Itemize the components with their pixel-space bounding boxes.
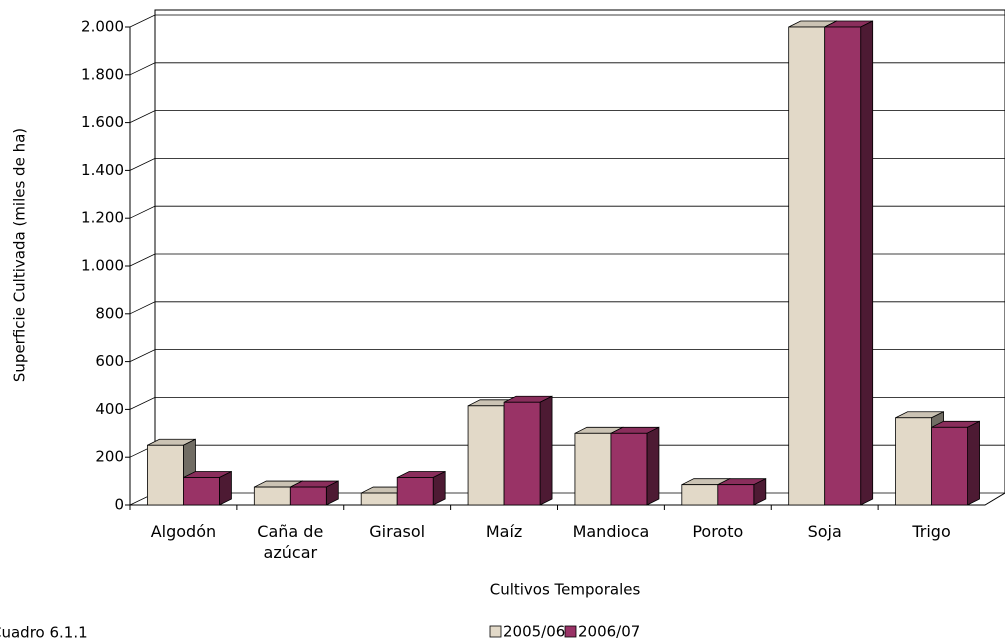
legend-label: 2005/06: [503, 623, 565, 640]
y-axis-title: Superficie Cultivada (miles de ha): [11, 128, 29, 382]
x-tick-label: Girasol: [369, 522, 426, 541]
bar-face: [646, 426, 660, 506]
bar-face: [860, 20, 874, 506]
x-tick-label: Trigo: [912, 522, 951, 541]
bar-face: [289, 486, 327, 506]
bar: [147, 438, 196, 506]
bar-face: [681, 484, 719, 506]
y-tick-label: 2.000: [81, 18, 124, 36]
grid-line: [129, 14, 1005, 28]
y-tick-label: 1.000: [81, 257, 124, 275]
bar-face: [396, 477, 434, 506]
x-axis-title: Cultivos Temporales: [490, 581, 641, 599]
x-tick-label: Poroto: [692, 522, 744, 541]
note: Cuadro 6.1.1: [0, 624, 88, 640]
grid-line: [129, 253, 1005, 267]
bar-face: [574, 432, 612, 506]
bar: [503, 395, 553, 506]
bar-face: [539, 395, 553, 506]
y-tick-label: 200: [95, 448, 124, 466]
bar-face: [895, 417, 932, 506]
x-tick-label: Maíz: [485, 522, 523, 541]
x-tick-label: Caña de azúcar: [257, 522, 324, 562]
bar: [610, 426, 660, 506]
grid-line: [129, 349, 1005, 362]
bar-face: [183, 477, 220, 506]
bar-face: [360, 492, 398, 506]
x-tick-label: Algodón: [150, 522, 217, 541]
bar-face: [219, 470, 232, 506]
y-tick-label: 400: [95, 400, 124, 418]
bar-face: [467, 405, 505, 506]
x-tick-label: Soja: [807, 522, 842, 541]
bar-face: [610, 432, 648, 506]
legend-swatch: [564, 625, 577, 638]
bar-face: [147, 444, 184, 506]
legend-swatch: [489, 625, 502, 638]
back-wall: [154, 9, 1005, 493]
bar-face: [503, 401, 541, 506]
bar-face: [788, 26, 826, 506]
grid-line: [129, 158, 1005, 171]
y-tick-label: 1.600: [81, 113, 124, 131]
grid-line: [129, 205, 1005, 219]
y-tick-label: 0: [114, 496, 124, 514]
grid-line: [129, 110, 1005, 123]
bar-face: [432, 470, 446, 506]
y-tick-label: 800: [95, 304, 124, 322]
y-tick-label: 1.800: [81, 65, 124, 83]
x-tick-label: Mandioca: [572, 522, 650, 541]
grid-line: [129, 397, 1005, 410]
grid-line: [129, 444, 1005, 458]
bar-face: [824, 26, 862, 506]
bar-face: [253, 486, 291, 506]
bar: [396, 470, 446, 506]
legend-label: 2006/07: [578, 623, 640, 640]
y-tick-label: 1.400: [81, 161, 124, 179]
bar: [824, 20, 874, 506]
y-tick-label: 600: [95, 352, 124, 370]
bar-face: [967, 420, 980, 506]
bar: [289, 480, 339, 506]
bar: [931, 420, 980, 506]
y-tick-label: 1.200: [81, 209, 124, 227]
bar-face: [717, 484, 755, 506]
bar: [183, 470, 232, 506]
grid-line: [129, 62, 1005, 76]
grid-line: [129, 301, 1005, 315]
bar: [717, 478, 767, 506]
bar-face: [931, 426, 968, 506]
